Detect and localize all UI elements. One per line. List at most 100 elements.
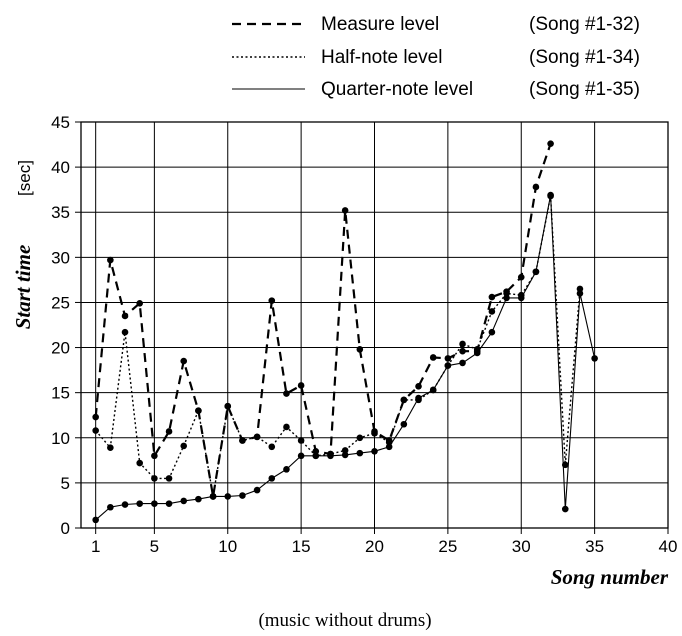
legend-range: (Song #1-35) bbox=[529, 79, 640, 100]
series-line bbox=[95, 194, 596, 521]
data-point bbox=[312, 448, 320, 455]
x-tick-label: 10 bbox=[218, 537, 237, 556]
data-point bbox=[341, 447, 349, 454]
data-point bbox=[283, 466, 290, 473]
data-point bbox=[165, 428, 173, 435]
x-axis-title: Song number bbox=[551, 565, 669, 589]
data-point bbox=[180, 442, 188, 450]
data-point bbox=[92, 427, 99, 434]
data-point bbox=[547, 140, 554, 147]
data-point bbox=[371, 429, 378, 437]
series-line bbox=[95, 195, 581, 498]
data-point bbox=[356, 434, 364, 442]
data-point bbox=[576, 290, 584, 297]
legend-range: (Song #1-34) bbox=[529, 47, 640, 68]
data-point bbox=[195, 495, 202, 503]
data-point bbox=[209, 493, 217, 500]
data-point bbox=[239, 437, 246, 444]
data-point bbox=[268, 443, 276, 451]
data-point bbox=[121, 328, 129, 336]
x-tick-label: 40 bbox=[659, 537, 678, 556]
data-point bbox=[415, 383, 422, 390]
data-point bbox=[503, 294, 510, 302]
data-point bbox=[136, 459, 143, 467]
data-point bbox=[253, 486, 261, 494]
data-point bbox=[591, 355, 598, 362]
data-point bbox=[297, 437, 305, 444]
data-point bbox=[415, 394, 422, 402]
data-point bbox=[180, 497, 188, 505]
data-point bbox=[341, 207, 349, 214]
data-point bbox=[283, 423, 290, 431]
data-point bbox=[429, 354, 437, 361]
legend-label: Measure level bbox=[321, 14, 439, 35]
data-point bbox=[283, 390, 290, 397]
x-tick-label: 25 bbox=[438, 537, 457, 556]
legend-label: Half-note level bbox=[321, 47, 442, 68]
data-point bbox=[327, 452, 334, 460]
data-point bbox=[488, 328, 496, 336]
legend-range: (Song #1-32) bbox=[529, 14, 640, 35]
data-point bbox=[224, 402, 232, 410]
y-axis-title: Start time bbox=[11, 245, 35, 330]
data-point bbox=[532, 183, 540, 191]
y-tick-label: 5 bbox=[61, 474, 70, 493]
y-tick-label: 35 bbox=[51, 203, 70, 222]
data-point bbox=[356, 449, 364, 457]
data-point bbox=[517, 294, 525, 302]
data-point bbox=[92, 516, 99, 524]
data-point bbox=[107, 256, 114, 264]
data-point bbox=[92, 413, 99, 421]
x-tick-label: 15 bbox=[292, 537, 311, 556]
x-tick-label: 1 bbox=[91, 537, 100, 556]
data-point bbox=[239, 492, 246, 499]
y-tick-label: 20 bbox=[51, 339, 70, 358]
data-point bbox=[121, 501, 129, 508]
data-point bbox=[532, 268, 540, 276]
data-point bbox=[253, 433, 261, 441]
data-point bbox=[371, 448, 378, 455]
x-tick-label: 20 bbox=[365, 537, 384, 556]
data-point bbox=[268, 297, 276, 304]
data-point bbox=[136, 500, 143, 507]
legend-label: Quarter-note level bbox=[321, 79, 473, 100]
series-solid bbox=[92, 191, 598, 524]
data-point bbox=[444, 355, 452, 362]
data-point bbox=[488, 308, 496, 315]
y-axis-unit: [sec] bbox=[15, 160, 34, 196]
x-tick-label: 35 bbox=[585, 537, 604, 556]
data-point bbox=[547, 191, 554, 199]
series-layer bbox=[92, 140, 598, 524]
y-tick-label: 40 bbox=[51, 158, 70, 177]
data-point bbox=[180, 357, 188, 365]
data-point bbox=[151, 500, 158, 507]
x-tick-label: 5 bbox=[150, 537, 159, 556]
data-point bbox=[400, 420, 408, 428]
data-point bbox=[517, 273, 525, 281]
data-point bbox=[459, 347, 466, 355]
data-point bbox=[107, 503, 114, 511]
data-point bbox=[312, 452, 320, 460]
data-point bbox=[268, 475, 276, 482]
data-point bbox=[444, 362, 452, 369]
data-point bbox=[576, 285, 584, 293]
data-point bbox=[297, 452, 305, 460]
data-point bbox=[459, 340, 466, 348]
data-point bbox=[151, 452, 158, 460]
grid bbox=[75, 121, 669, 534]
data-point bbox=[297, 382, 305, 389]
data-point bbox=[561, 505, 569, 513]
data-point bbox=[195, 407, 202, 415]
y-tick-label: 10 bbox=[51, 429, 70, 448]
data-point bbox=[356, 346, 364, 353]
data-point bbox=[121, 312, 129, 320]
series-dashed bbox=[92, 140, 554, 500]
data-point bbox=[165, 475, 173, 482]
y-tick-label: 0 bbox=[61, 519, 70, 538]
series-dotted bbox=[92, 192, 584, 500]
data-point bbox=[400, 396, 408, 404]
legend: Measure level (Song #1-32) Half-note level… bbox=[232, 14, 640, 100]
data-point bbox=[136, 300, 143, 307]
